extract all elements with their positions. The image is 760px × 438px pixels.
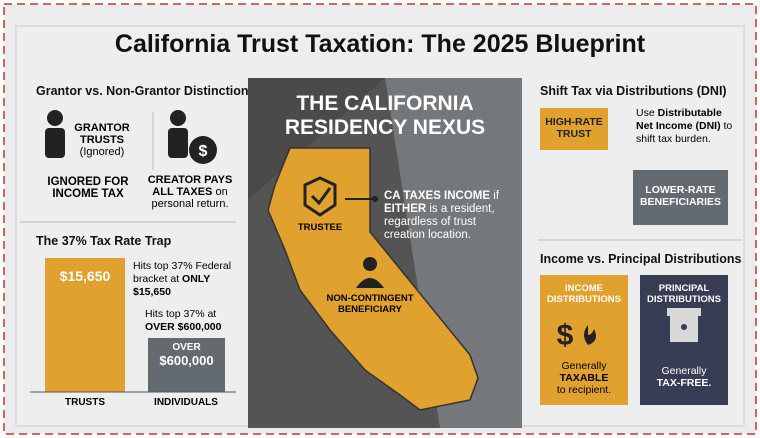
text: TAX-FREE. bbox=[656, 377, 712, 389]
text: OVER $600,000 bbox=[145, 321, 222, 333]
text: CA TAXES INCOME bbox=[384, 190, 491, 202]
text: OVER bbox=[172, 342, 201, 353]
card-title: PRINCIPAL DISTRIBUTIONS bbox=[647, 283, 721, 305]
text: Distributable Net Income (DNI) bbox=[636, 107, 722, 132]
label: GRANTOR TRUSTS (Ignored) bbox=[72, 122, 132, 158]
text: to shift tax burden. bbox=[636, 120, 733, 145]
card-text: Generally TAXABLE to recipient. bbox=[544, 360, 624, 396]
text: Use bbox=[636, 107, 655, 119]
title: California Trust Taxation: The 2025 Blue… bbox=[114, 30, 646, 58]
text: Generally bbox=[661, 365, 707, 377]
bar-label: $15,650 bbox=[59, 268, 111, 284]
text: GRANTOR TRUSTS bbox=[74, 122, 130, 146]
caption: CREATOR PAYS ALL TAXES on personal retur… bbox=[145, 174, 235, 210]
heading: Income vs. Principal Distributions bbox=[540, 252, 742, 266]
text: CREATOR PAYS ALL TAXES bbox=[147, 174, 233, 198]
text: $600,000 bbox=[159, 353, 214, 368]
callout: CA TAXES INCOME if EITHER is a resident,… bbox=[384, 190, 514, 242]
label: TRUSTEE bbox=[297, 222, 343, 233]
card-text: Generally TAX-FREE. bbox=[644, 365, 724, 389]
note: Hits top 37% at OVER $600,000 bbox=[145, 308, 240, 334]
label: NON-CONTINGENT BENEFICIARY bbox=[326, 293, 414, 315]
heading: Grantor vs. Non-Grantor Distinction bbox=[36, 84, 249, 98]
card-title: INCOME DISTRIBUTIONS bbox=[547, 283, 621, 305]
text: Hits top 37% at bbox=[145, 308, 217, 320]
text: to recipient. bbox=[556, 384, 612, 396]
note: Hits top 37% Federal bracket at ONLY $15… bbox=[133, 260, 238, 299]
text: Hits top 37% Federal bracket at bbox=[133, 260, 232, 285]
axis-label: TRUSTS bbox=[65, 397, 105, 408]
svg-text:$: $ bbox=[199, 143, 208, 160]
text: Generally bbox=[561, 360, 607, 372]
bar-label: OVER $600,000 bbox=[148, 342, 225, 368]
text: ONLY $15,650 bbox=[133, 273, 211, 298]
text: is a resident, regardless of trust creat… bbox=[384, 203, 495, 241]
income-symbol: $ bbox=[557, 319, 574, 352]
box-label: HIGH-RATE TRUST bbox=[545, 116, 603, 140]
box-label: LOWER-RATE BENEFICIARIES bbox=[639, 184, 722, 208]
text: (Ignored) bbox=[79, 146, 125, 158]
text: if bbox=[493, 190, 500, 202]
heading: Shift Tax via Distributions (DNI) bbox=[540, 84, 727, 98]
text: on personal return. bbox=[151, 186, 229, 210]
note: Use Distributable Net Income (DNI) to sh… bbox=[636, 107, 741, 146]
text: EITHER bbox=[384, 203, 427, 215]
axis-label: INDIVIDUALS bbox=[154, 397, 218, 408]
text: TAXABLE bbox=[559, 372, 609, 384]
caption: IGNORED FOR INCOME TAX bbox=[47, 176, 129, 200]
panel-title: THE CALIFORNIA RESIDENCY NEXUS bbox=[284, 92, 486, 139]
heading: The 37% Tax Rate Trap bbox=[36, 234, 172, 248]
